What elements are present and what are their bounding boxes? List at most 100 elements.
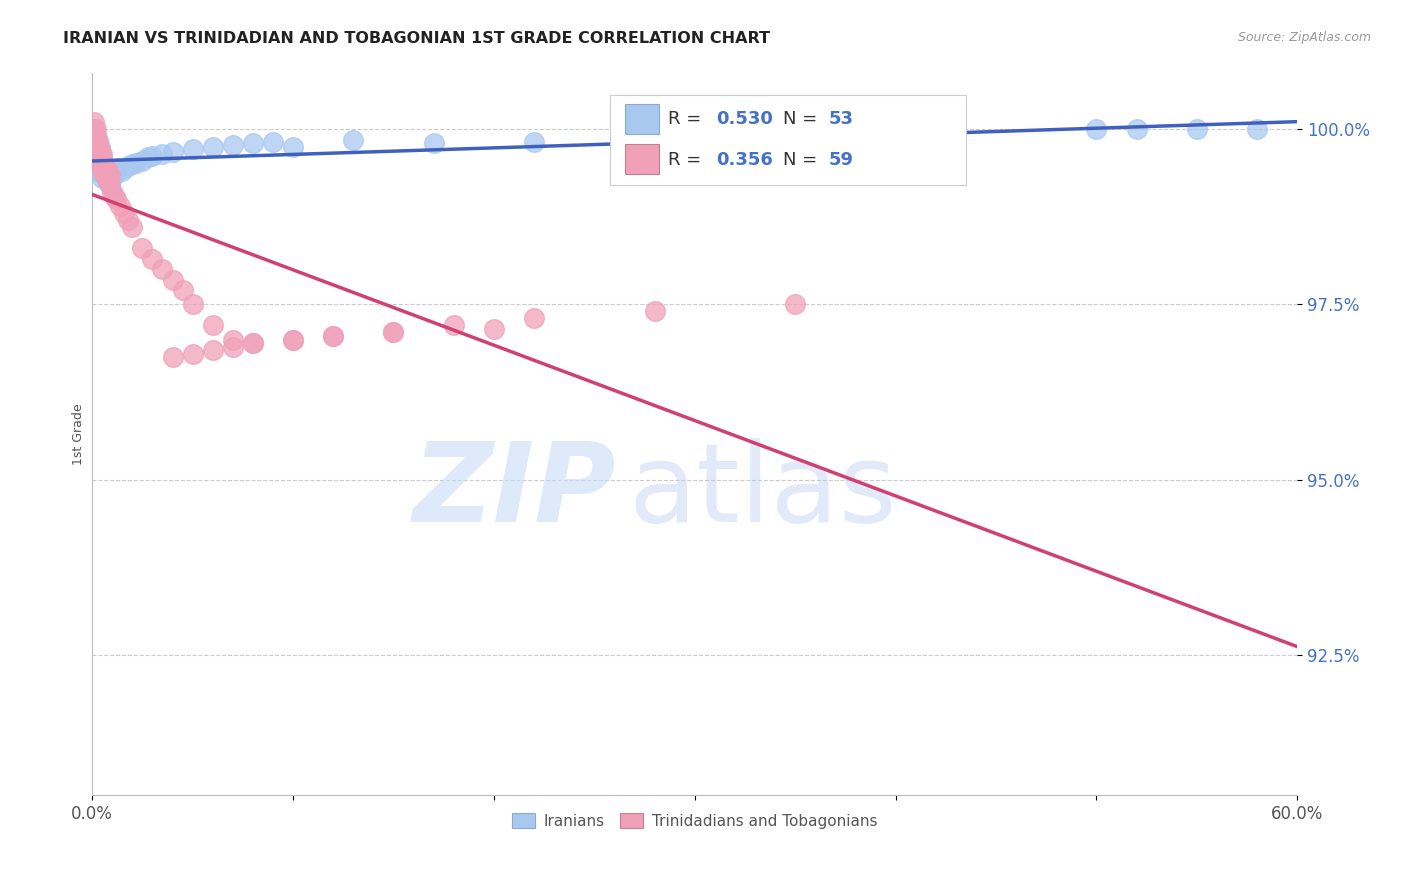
Point	[110, 199, 132, 213]
Point	[105, 192, 128, 206]
Point	[111, 164, 134, 178]
Point	[83, 122, 105, 136]
Point	[125, 155, 148, 169]
Point	[342, 133, 364, 147]
Point	[98, 168, 121, 182]
Text: N =: N =	[783, 151, 823, 169]
Point	[422, 136, 444, 150]
Text: atlas: atlas	[628, 439, 897, 546]
Point	[83, 136, 105, 150]
Point	[91, 164, 114, 178]
Point	[84, 129, 107, 144]
Point	[162, 350, 184, 364]
Point	[482, 322, 505, 336]
Point	[924, 129, 946, 144]
Bar	[624, 145, 658, 175]
Point	[181, 297, 204, 311]
Point	[89, 150, 111, 164]
Text: R =: R =	[668, 111, 707, 128]
Point	[96, 161, 118, 175]
Point	[91, 161, 114, 175]
Point	[131, 241, 153, 255]
Point	[181, 142, 204, 156]
Point	[262, 135, 284, 149]
Point	[201, 343, 224, 357]
Point	[84, 150, 107, 164]
Point	[91, 150, 114, 164]
Point	[281, 333, 304, 347]
Point	[103, 188, 125, 202]
Point	[242, 336, 264, 351]
Point	[644, 304, 666, 318]
Point	[83, 129, 105, 144]
Text: N =: N =	[783, 111, 823, 128]
Point	[281, 333, 304, 347]
Point	[281, 139, 304, 153]
Point	[87, 164, 110, 178]
Text: Source: ZipAtlas.com: Source: ZipAtlas.com	[1237, 31, 1371, 45]
Point	[201, 318, 224, 333]
Text: 0.530: 0.530	[717, 111, 773, 128]
Point	[96, 171, 118, 186]
Text: 59: 59	[828, 151, 853, 169]
Point	[83, 126, 105, 140]
Point	[117, 213, 139, 227]
Point	[87, 143, 110, 157]
Point	[105, 164, 128, 178]
Point	[97, 175, 120, 189]
Point	[112, 161, 135, 175]
Point	[141, 149, 163, 163]
Point	[222, 137, 245, 152]
Point	[91, 146, 114, 161]
Point	[87, 143, 110, 157]
Point	[112, 206, 135, 220]
Point	[87, 146, 110, 161]
Point	[222, 333, 245, 347]
Point	[322, 329, 344, 343]
Point	[1125, 122, 1147, 136]
Point	[201, 139, 224, 153]
Point	[382, 326, 405, 340]
Point	[84, 129, 107, 144]
Point	[87, 133, 110, 147]
Point	[89, 161, 111, 175]
Point	[242, 336, 264, 351]
Point	[523, 311, 546, 326]
Point	[89, 150, 111, 164]
Point	[89, 139, 111, 153]
Point	[91, 171, 114, 186]
Point	[101, 185, 124, 199]
Point	[172, 284, 194, 298]
Point	[97, 171, 120, 186]
Text: R =: R =	[668, 151, 707, 169]
Point	[443, 318, 465, 333]
Point	[93, 168, 115, 182]
Point	[322, 329, 344, 343]
Point	[97, 164, 120, 178]
Point	[87, 157, 110, 171]
Point	[84, 150, 107, 164]
Point	[84, 139, 107, 153]
Point	[152, 262, 174, 277]
Point	[89, 143, 111, 157]
Point	[96, 171, 118, 186]
Point	[93, 164, 115, 178]
Bar	[624, 103, 658, 134]
Point	[121, 220, 143, 235]
Point	[93, 157, 115, 171]
Point	[222, 339, 245, 353]
Point	[181, 346, 204, 360]
Point	[162, 145, 184, 159]
Point	[785, 130, 807, 145]
Point	[84, 143, 107, 157]
Point	[84, 122, 107, 136]
Point	[98, 178, 121, 193]
Point	[84, 136, 107, 150]
Point	[98, 178, 121, 193]
Text: ZIP: ZIP	[413, 439, 616, 546]
Point	[87, 153, 110, 168]
Point	[107, 161, 129, 175]
Point	[1185, 122, 1208, 136]
Text: 53: 53	[828, 111, 853, 128]
Point	[87, 136, 110, 150]
